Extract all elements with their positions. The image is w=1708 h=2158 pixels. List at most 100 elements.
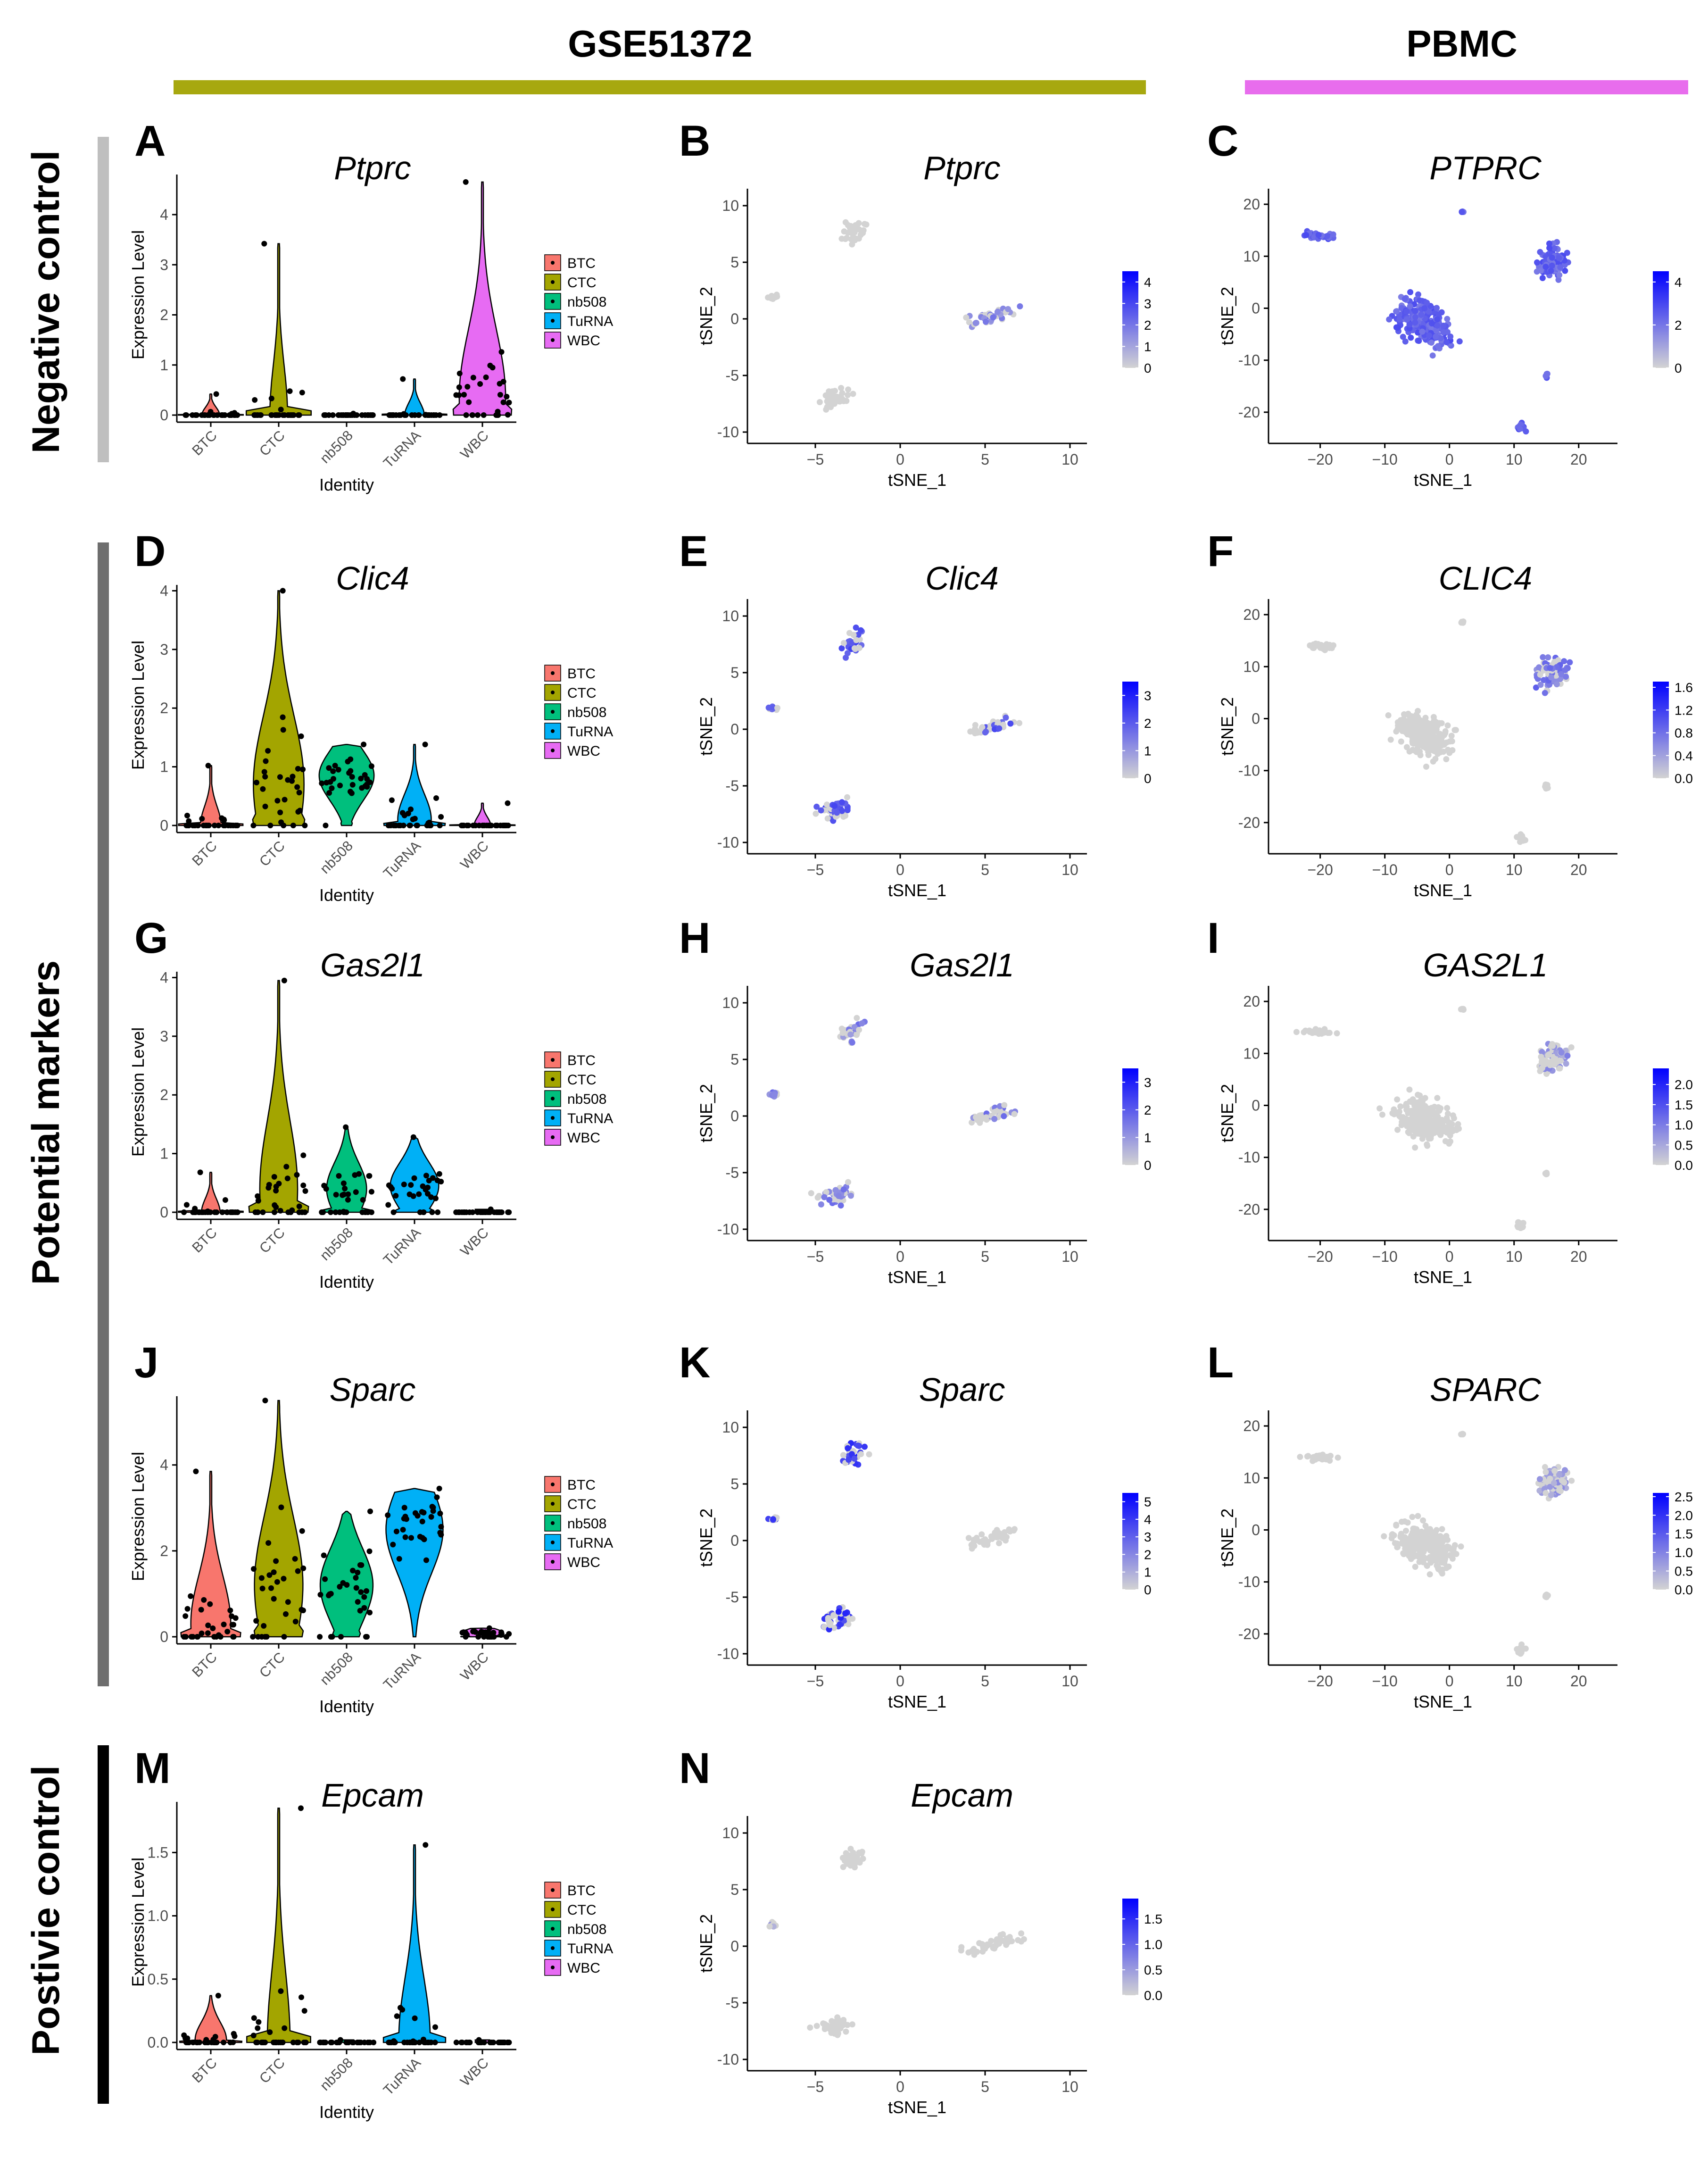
x-tick-label: BTC: [189, 428, 220, 459]
y-axis-title: Expression Level: [128, 1452, 148, 1581]
data-point: [329, 785, 335, 791]
data-point: [408, 806, 414, 812]
tsne-point: [972, 726, 978, 733]
y-tick-label: 20: [1243, 1417, 1260, 1434]
tsne-point: [816, 1192, 822, 1199]
x-tick-label: 5: [981, 2078, 989, 2095]
data-point: [280, 588, 286, 594]
tsne-point: [1440, 329, 1447, 335]
tsne-point: [1407, 1539, 1414, 1546]
y-tick-label: 0: [730, 721, 739, 738]
data-point: [393, 1193, 399, 1199]
tsne-point: [1458, 1006, 1464, 1013]
data-point: [423, 1557, 429, 1563]
tsne-point: [1454, 1124, 1461, 1131]
tsne-point: [973, 1534, 980, 1541]
tsne-point: [860, 1856, 866, 1862]
tsne-point: [1424, 1141, 1430, 1148]
data-point: [295, 809, 301, 815]
legend-dot: [551, 729, 555, 733]
data-point: [281, 1634, 287, 1640]
y-tick-label: 5: [730, 1881, 739, 1898]
tsne-point: [849, 241, 855, 248]
data-point: [300, 1152, 307, 1158]
tsne-point: [824, 394, 831, 400]
violin-shape-TuRNA: [390, 1136, 439, 1213]
data-point: [392, 823, 398, 828]
tsne-point: [1459, 1431, 1466, 1438]
data-point: [290, 774, 296, 780]
y-tick-label: -10: [717, 424, 739, 441]
legend-swatch-BTC: [544, 1882, 561, 1899]
colorbar-label: 0.0: [1675, 1583, 1693, 1597]
tsne-point: [1437, 749, 1443, 756]
x-tick-label: nb508: [317, 428, 356, 467]
x-tick-label: CTC: [257, 428, 288, 459]
data-point: [431, 412, 437, 418]
tsne-point: [774, 705, 780, 711]
tsne-point: [843, 1850, 849, 1857]
data-point: [268, 412, 274, 418]
data-point: [424, 823, 430, 828]
legend-label-WBC: WBC: [567, 1555, 600, 1570]
tsne-point: [1432, 756, 1439, 762]
data-point: [212, 823, 217, 828]
tsne-point: [1433, 719, 1439, 725]
tsne-point: [1421, 725, 1428, 732]
tsne-point: [835, 1608, 842, 1615]
x-tick-label: 0: [896, 861, 904, 878]
x-tick-label: 5: [981, 1248, 989, 1265]
data-point: [302, 823, 308, 828]
tsne-point: [1007, 720, 1014, 727]
tsne-point: [1005, 306, 1012, 312]
tsne-point: [1437, 1547, 1443, 1553]
y-tick-label: 1: [160, 758, 168, 775]
tsne-point: [1406, 748, 1413, 755]
tsne-point: [1562, 267, 1568, 274]
data-point: [201, 1597, 207, 1603]
group-label-potential: Potential markers: [25, 960, 67, 1285]
data-point: [266, 1572, 273, 1578]
data-point: [182, 1613, 189, 1619]
tsne-point: [859, 1849, 865, 1855]
x-axis-title: tSNE_1: [888, 1267, 946, 1287]
tsne-point: [1534, 259, 1540, 266]
tsne-point: [1451, 1115, 1457, 1122]
data-point: [423, 1173, 429, 1179]
data-point: [256, 2019, 262, 2025]
data-point: [323, 1186, 329, 1192]
data-point: [289, 778, 295, 784]
data-point: [389, 797, 395, 803]
tsne-point: [1442, 728, 1449, 734]
panel-letter-D: D: [134, 527, 166, 575]
data-point: [268, 1585, 274, 1591]
data-point: [505, 412, 511, 418]
tsne-point: [818, 807, 824, 814]
x-tick-label: −5: [807, 2078, 824, 2095]
data-point: [250, 1634, 256, 1640]
panel-title-F: CLIC4: [1439, 560, 1532, 597]
data-point: [400, 1527, 406, 1533]
data-point: [321, 412, 327, 418]
legend-label-nb508: nb508: [567, 1922, 606, 1937]
tsne-point: [1447, 1552, 1453, 1559]
y-tick-label: -5: [726, 1589, 739, 1606]
data-point: [219, 1209, 225, 1215]
tsne-point: [1310, 1454, 1317, 1460]
tsne-point: [1315, 232, 1322, 238]
colorbar-label: 0: [1144, 361, 1152, 375]
data-point: [490, 1630, 497, 1636]
data-point: [498, 1632, 504, 1638]
data-point: [411, 1175, 417, 1181]
data-point: [183, 823, 190, 828]
y-tick-label: 10: [722, 1825, 739, 1841]
y-tick-label: 0.0: [148, 2034, 168, 2051]
x-tick-label: 5: [981, 861, 989, 878]
tsne-point: [1422, 1125, 1429, 1132]
tsne-point: [1442, 1555, 1448, 1562]
legend-dot: [551, 1135, 555, 1139]
tsne-point: [1307, 1029, 1313, 1035]
data-point: [326, 790, 332, 796]
data-point: [436, 1171, 442, 1177]
tsne-point: [1403, 1100, 1410, 1107]
